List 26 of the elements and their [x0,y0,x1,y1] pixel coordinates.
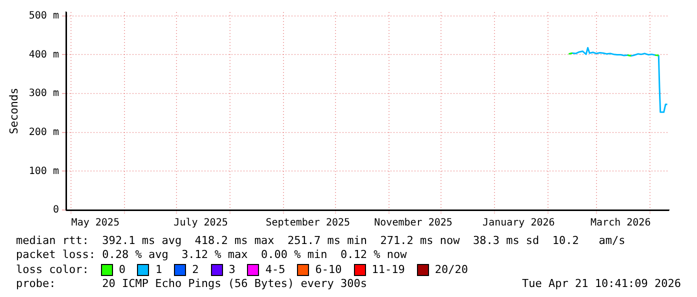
x-tick-label: September 2025 [266,218,350,229]
legend-label: 3 [228,262,236,278]
legend-label: 4-5 [265,262,286,278]
text: packet loss: 0.28 % avg 3.12 % max 0.00 % min 0.12 % now [16,247,407,263]
legend-label: 1 [155,262,162,278]
text: Tue Apr 21 10:41:09 2026 [522,276,681,292]
legend-label: 20/20 [434,262,468,278]
text: probe: 20 ICMP Echo Pings (56 Bytes) every 300s [16,276,367,292]
y-tick-label: 100 m [28,166,59,177]
x-tick-label: May 2025 [71,218,120,229]
y-tick-label: 500 m [28,10,59,22]
x-tick-label: November 2025 [374,218,452,229]
legend-label: 6-10 [315,262,342,278]
x-tick-label: March 2026 [590,218,651,229]
legend-label: 0 [118,262,126,278]
y-tick-label: 300 m [28,88,59,100]
x-tick-label: July 2025 [174,218,228,229]
legend-label: 11-19 [372,262,405,278]
y-axis-title: Seconds [7,88,20,134]
text: median rtt: 392.1 ms avg 418.2 ms max 251.7 ms min 271.2 ms now 38.3 ms sd 10.2 am/s [16,233,626,249]
legend-title: loss color: [16,262,89,278]
y-tick-label: 400 m [28,49,59,60]
y-tick-label: 200 m [28,126,59,138]
y-tick-label: 0 [52,204,59,216]
legend-label: 2 [192,262,199,278]
x-tick-label: January 2026 [482,218,555,229]
